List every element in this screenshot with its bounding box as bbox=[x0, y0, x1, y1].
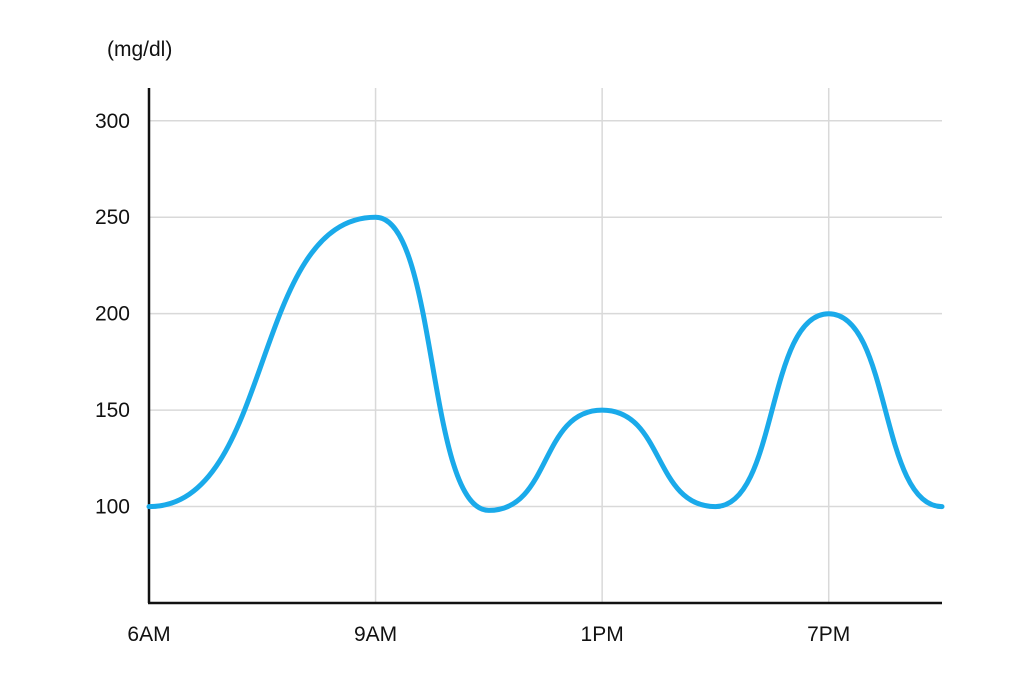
y-tick-label: 150 bbox=[95, 399, 130, 422]
series bbox=[146, 214, 945, 513]
y-tick-label: 250 bbox=[95, 206, 130, 229]
x-tick-label: 9AM bbox=[354, 623, 397, 646]
y-tick-label: 200 bbox=[95, 303, 130, 326]
series-line bbox=[146, 214, 945, 513]
x-tick-label: 1PM bbox=[581, 623, 624, 646]
x-tick-label: 7PM bbox=[807, 623, 850, 646]
y-tick-labels: 100 150 200 250 300 bbox=[95, 110, 130, 519]
x-tick-label: 6AM bbox=[127, 623, 170, 646]
x-tick-labels: 6AM 9AM 1PM 7PM bbox=[127, 623, 850, 646]
y-tick-label: 100 bbox=[95, 496, 130, 519]
y-tick-label: 300 bbox=[95, 110, 130, 133]
axes bbox=[147, 88, 942, 605]
y-unit-label: (mg/dl) bbox=[107, 38, 172, 61]
